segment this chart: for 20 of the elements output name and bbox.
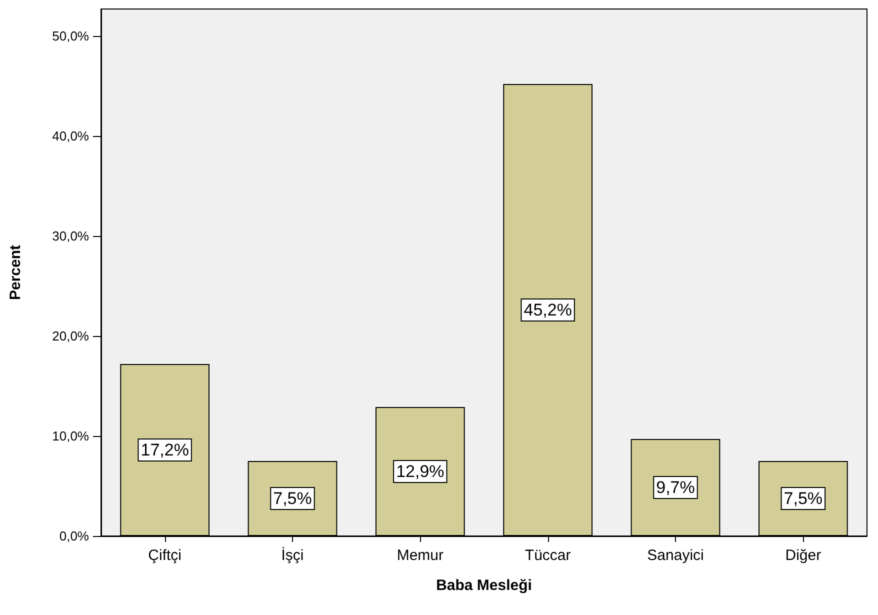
data-label: 12,9% bbox=[396, 462, 444, 481]
y-tick-label: 0,0% bbox=[59, 528, 90, 544]
data-label: 9,7% bbox=[656, 478, 695, 497]
x-tick-label: Çiftçi bbox=[148, 547, 182, 564]
y-tick-label: 10,0% bbox=[52, 428, 90, 444]
x-tick-label: Sanayici bbox=[647, 547, 704, 564]
data-label: 45,2% bbox=[524, 300, 572, 320]
x-tick-label: İşçi bbox=[281, 546, 304, 564]
data-label: 17,2% bbox=[140, 440, 189, 460]
x-tick-label: Diğer bbox=[785, 547, 822, 564]
y-tick-label: 50,0% bbox=[52, 28, 90, 44]
y-axis-title: Percent bbox=[7, 244, 24, 300]
x-tick-label: Tüccar bbox=[524, 547, 571, 564]
y-tick-label: 30,0% bbox=[52, 228, 90, 244]
y-tick-label: 20,0% bbox=[52, 328, 90, 344]
x-axis-title: Baba Mesleği bbox=[436, 577, 532, 594]
y-tick-label: 40,0% bbox=[52, 128, 90, 144]
data-label: 7,5% bbox=[784, 489, 823, 508]
data-label: 7,5% bbox=[273, 489, 312, 508]
x-tick-label: Memur bbox=[396, 547, 444, 564]
